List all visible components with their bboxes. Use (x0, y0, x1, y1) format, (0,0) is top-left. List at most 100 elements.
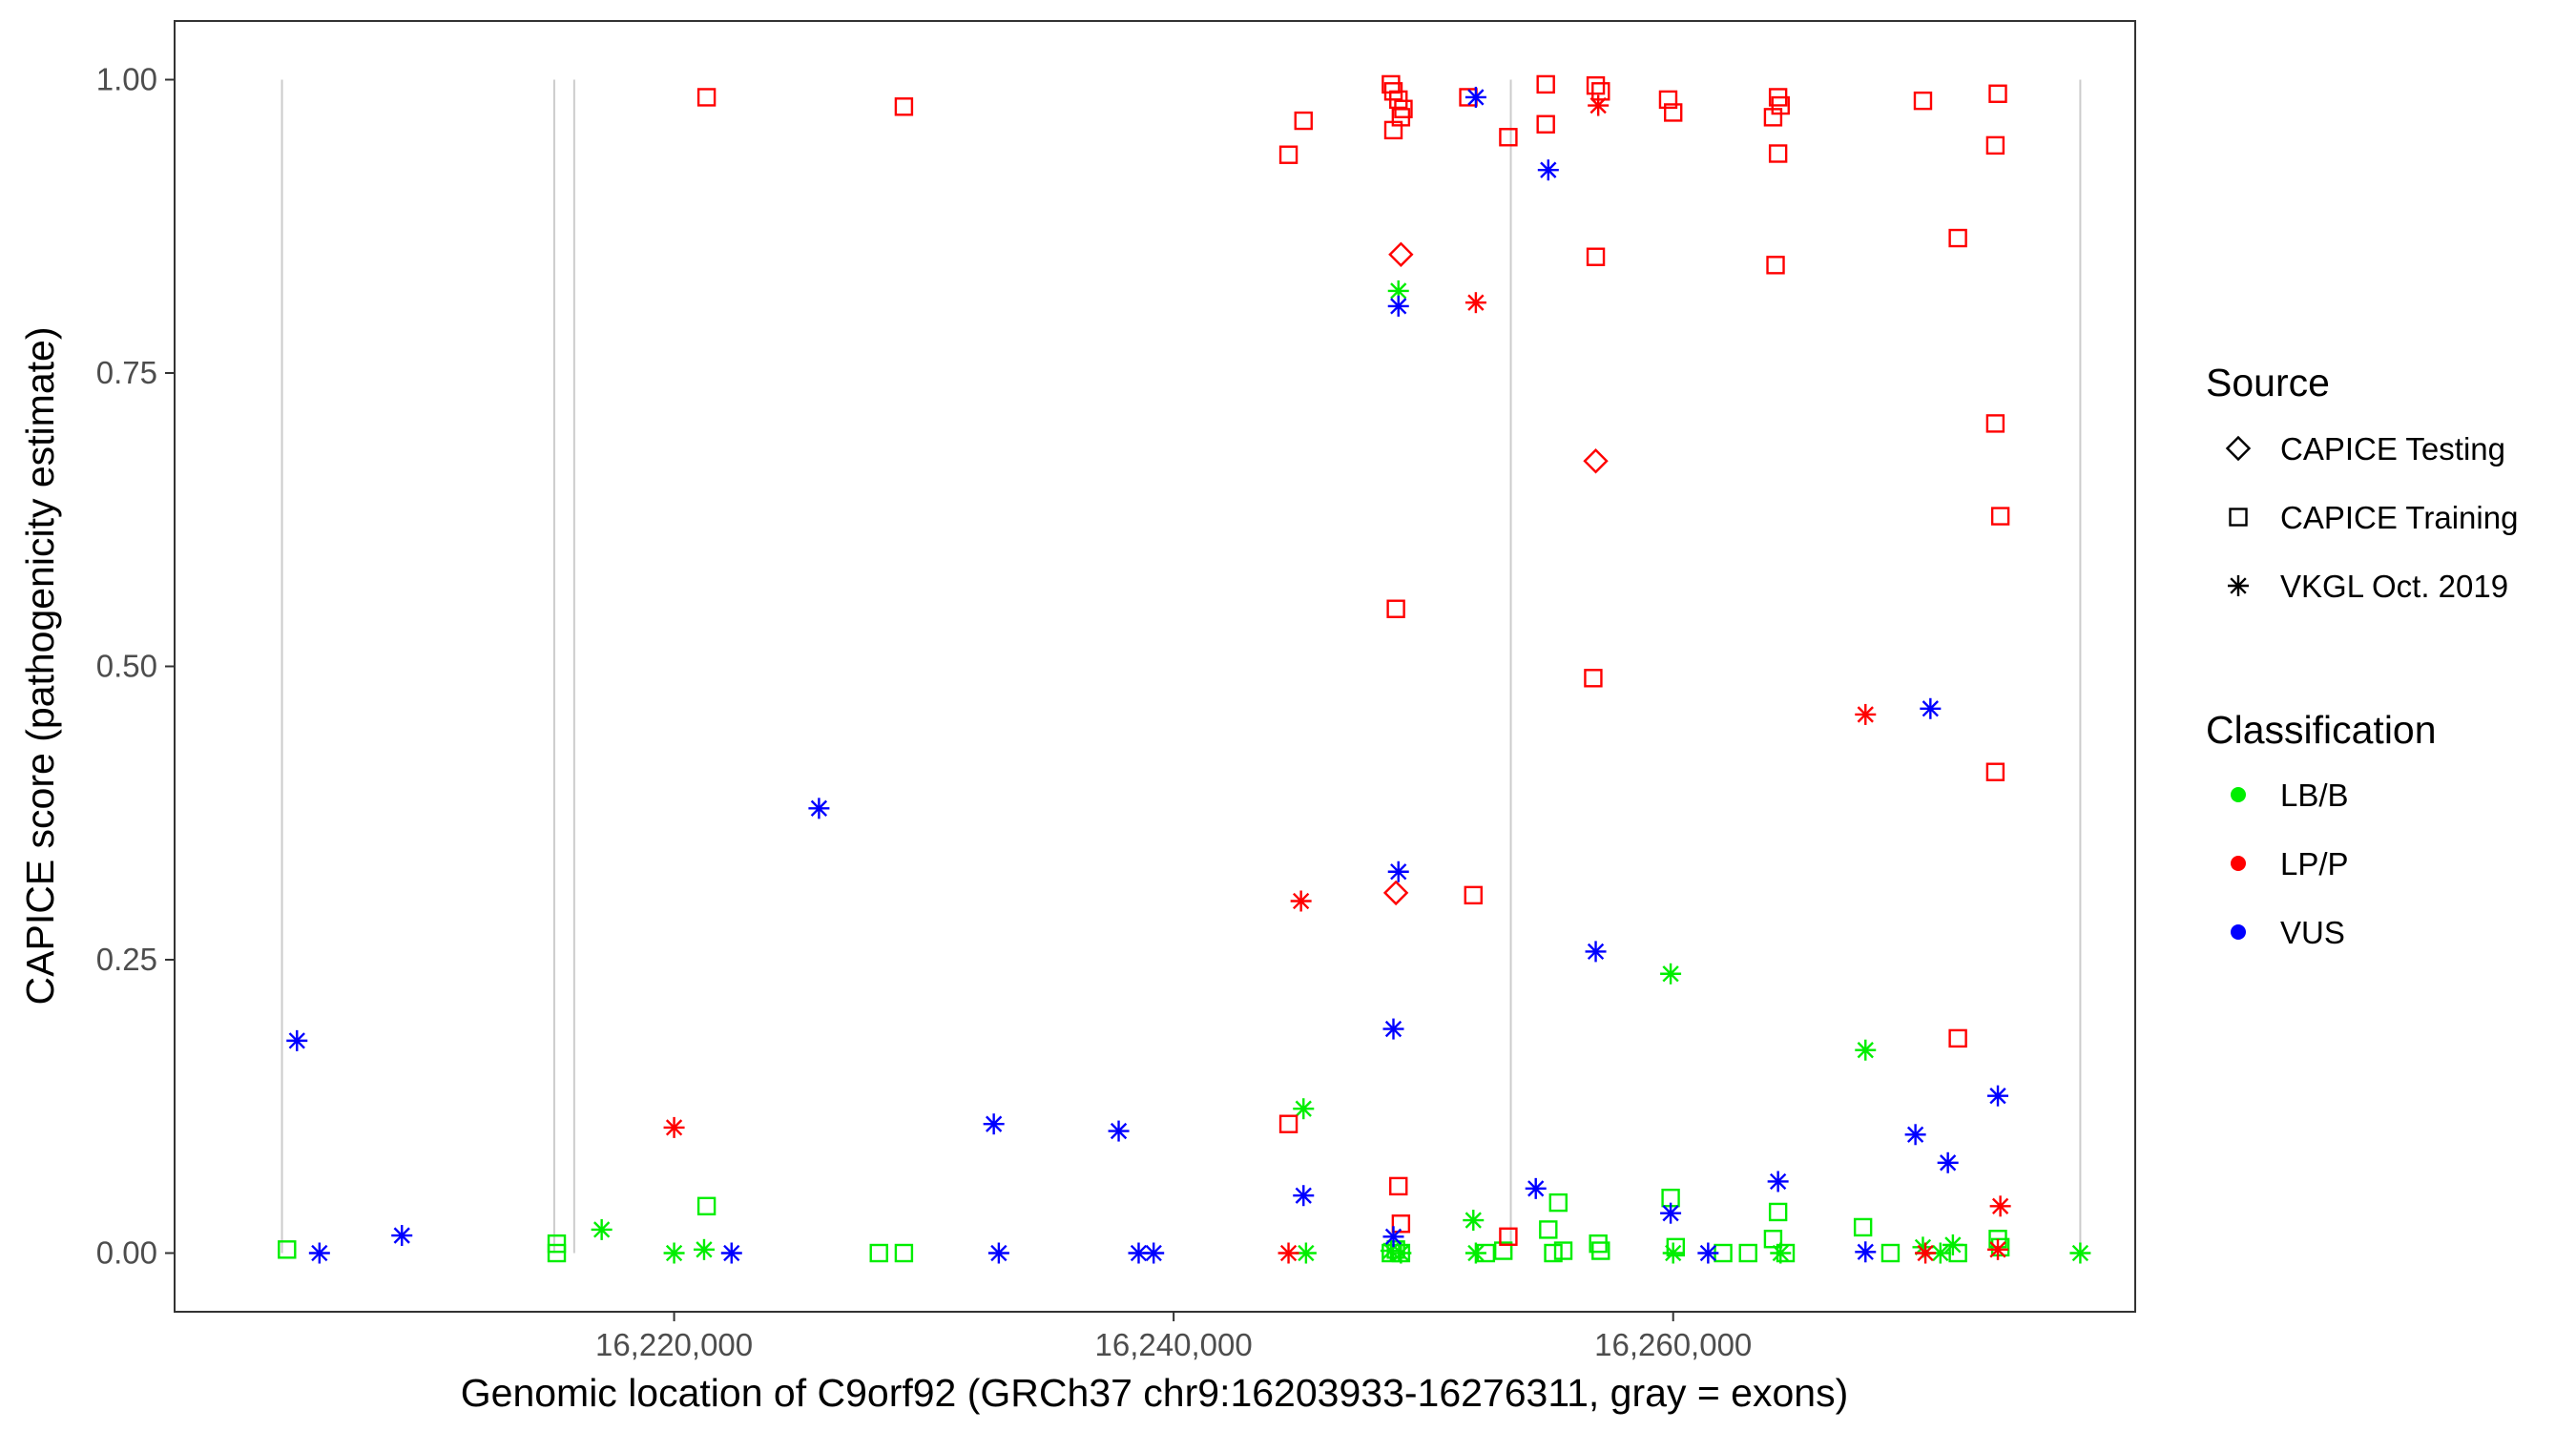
data-point (894, 97, 914, 116)
y-tick-label: 0.50 (96, 649, 157, 684)
legend-class-label: VUS (2280, 915, 2345, 950)
x-axis-title: Genomic location of C9orf92 (GRCh37 chr9… (461, 1371, 1848, 1415)
legend-source-label: CAPICE Testing (2280, 431, 2505, 467)
data-point (1128, 1242, 1150, 1264)
legend-key-dot (2231, 924, 2246, 940)
data-point (1389, 1176, 1408, 1196)
data-point (1585, 941, 1607, 963)
data-point (1985, 414, 2005, 433)
x-tick-label: 16,240,000 (1095, 1327, 1253, 1362)
data-point (1880, 1243, 1901, 1263)
data-point (808, 798, 830, 819)
data-point (720, 1242, 742, 1264)
data-point (1855, 1241, 1877, 1263)
data-point (894, 1243, 914, 1263)
data-point (1536, 114, 1555, 134)
data-point (1386, 599, 1405, 618)
data-point (1391, 1214, 1411, 1234)
y-tick-label: 0.00 (96, 1235, 157, 1271)
data-point (1293, 1185, 1315, 1207)
data-point (1985, 762, 2005, 781)
data-point (1290, 890, 1312, 912)
data-point (1387, 861, 1409, 882)
data-point (1697, 1242, 1719, 1264)
legend-source-label: VKGL Oct. 2019 (2280, 569, 2508, 604)
data-point (1278, 145, 1298, 164)
data-point (1915, 1242, 1937, 1264)
data-point (1855, 1039, 1877, 1061)
data-point (1942, 1234, 1963, 1255)
y-tick-label: 0.25 (96, 942, 157, 977)
data-point (693, 1238, 715, 1260)
data-point (308, 1242, 330, 1264)
data-point (1768, 144, 1788, 163)
data-point (1465, 86, 1486, 108)
data-point (1465, 1242, 1486, 1264)
data-point (1499, 1227, 1518, 1246)
legend-class-entries: LB/B LP/P VUS (2231, 778, 2349, 950)
data-point (869, 1243, 888, 1263)
data-point (547, 1234, 567, 1254)
data-point (1990, 507, 2010, 526)
data-point (1463, 1210, 1485, 1232)
data-point (1584, 669, 1603, 688)
data-point (286, 1029, 308, 1051)
legend-key-dot (2231, 787, 2246, 802)
y-tick-label: 1.00 (96, 62, 157, 97)
data-point (1294, 111, 1313, 131)
data-point (1920, 697, 1942, 719)
legend-key-diamond (2225, 435, 2252, 462)
data-point (1660, 1202, 1682, 1224)
data-point (1544, 1243, 1563, 1263)
data-point (1586, 75, 1606, 95)
legend-source-title: Source (2206, 361, 2330, 404)
legend-key-asterisk (2228, 575, 2249, 596)
data-point (1768, 1202, 1788, 1222)
data-point (1464, 885, 1483, 905)
data-point (1763, 108, 1783, 127)
data-point (983, 1113, 1005, 1135)
data-point (591, 1218, 613, 1240)
data-point (1853, 1217, 1873, 1237)
panel-border (174, 20, 2136, 1313)
data-point (663, 1116, 685, 1138)
data-point (1278, 1114, 1298, 1133)
data-point (987, 1242, 1009, 1264)
legend: Source CAPICE Testing CAPICE Training VKGL… (2206, 361, 2518, 950)
data-point (2069, 1242, 2091, 1264)
data-point (1664, 103, 1683, 122)
y-axis-title: CAPICE score (pathogenicity estimate) (18, 327, 62, 1006)
data-point (1388, 241, 1414, 267)
data-point (1525, 1177, 1547, 1199)
data-point (278, 1240, 297, 1259)
data-point (1948, 1028, 1967, 1048)
plot-area (278, 74, 2091, 1264)
data-point (1989, 1195, 2011, 1217)
data-point (1770, 1242, 1792, 1264)
data-point (1738, 1243, 1757, 1263)
data-point (1108, 1120, 1130, 1142)
data-point (1539, 1220, 1558, 1239)
data-point (663, 1242, 685, 1264)
data-point (1383, 120, 1403, 140)
data-point (1990, 1237, 2010, 1257)
data-point (1387, 280, 1409, 301)
legend-key-square (2229, 508, 2248, 527)
data-point (1591, 82, 1610, 101)
data-point (1382, 1226, 1404, 1248)
data-point (1465, 292, 1486, 314)
data-point (1380, 1240, 1402, 1262)
x-tick-label: 16,220,000 (595, 1327, 753, 1362)
legend-class-label: LB/B (2280, 778, 2349, 813)
data-point (1143, 1242, 1165, 1264)
legend-source-entries: CAPICE Testing CAPICE Training VKGL Oct. 2… (2225, 431, 2518, 604)
data-point (1591, 1241, 1610, 1260)
data-point (547, 1243, 567, 1263)
data-point (1278, 1242, 1299, 1264)
data-point (1548, 1192, 1568, 1213)
data-point (1766, 256, 1785, 275)
legend-source-label: CAPICE Training (2280, 500, 2518, 535)
data-point (1537, 159, 1559, 181)
data-point (1499, 128, 1518, 147)
